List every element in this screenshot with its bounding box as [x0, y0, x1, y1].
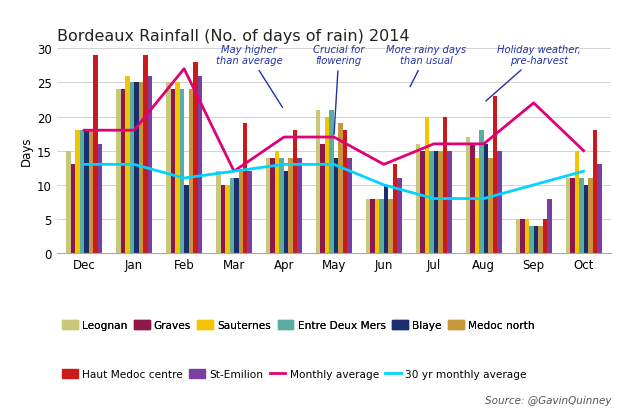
Bar: [470, 144, 475, 254]
Bar: [84, 131, 89, 254]
Bar: [366, 199, 370, 254]
Legend: Haut Medoc centre, St-Emilion, Monthly average, 30 yr monthly average: Haut Medoc centre, St-Emilion, Monthly a…: [62, 369, 527, 379]
Bar: [497, 151, 501, 254]
Bar: [520, 220, 525, 254]
Bar: [270, 158, 275, 254]
Bar: [93, 56, 98, 254]
Bar: [166, 83, 171, 254]
Bar: [130, 83, 134, 254]
Bar: [443, 117, 447, 254]
Bar: [429, 151, 434, 254]
Bar: [529, 226, 534, 254]
Text: Crucial for
flowering: Crucial for flowering: [313, 45, 365, 135]
Text: Bordeaux Rainfall (No. of days of rain) 2014: Bordeaux Rainfall (No. of days of rain) …: [57, 29, 410, 44]
Text: Source: @GavinQuinney: Source: @GavinQuinney: [484, 395, 611, 405]
Bar: [120, 90, 125, 254]
Bar: [538, 226, 542, 254]
Bar: [379, 199, 384, 254]
Bar: [243, 124, 248, 254]
Bar: [116, 90, 120, 254]
Bar: [488, 158, 493, 254]
Bar: [347, 158, 352, 254]
Bar: [325, 117, 329, 254]
Bar: [216, 172, 220, 254]
Bar: [71, 165, 75, 254]
Bar: [175, 83, 180, 254]
Bar: [275, 151, 280, 254]
Bar: [398, 179, 402, 254]
Bar: [583, 185, 588, 254]
Bar: [447, 151, 452, 254]
Bar: [343, 131, 347, 254]
Bar: [466, 138, 470, 254]
Bar: [475, 158, 479, 254]
Bar: [434, 151, 438, 254]
Bar: [370, 199, 375, 254]
Bar: [593, 131, 597, 254]
Bar: [75, 131, 79, 254]
Bar: [597, 165, 602, 254]
Bar: [289, 158, 293, 254]
Bar: [293, 131, 297, 254]
Legend: Leognan, Graves, Sauternes, Entre Deux Mers, Blaye, Medoc north: Leognan, Graves, Sauternes, Entre Deux M…: [62, 320, 534, 330]
Bar: [89, 131, 93, 254]
Bar: [229, 179, 234, 254]
Bar: [321, 144, 325, 254]
Bar: [534, 226, 538, 254]
Y-axis label: Days: Days: [20, 137, 33, 166]
Bar: [143, 56, 147, 254]
Bar: [66, 151, 71, 254]
Bar: [266, 158, 270, 254]
Bar: [98, 144, 102, 254]
Bar: [338, 124, 343, 254]
Text: May higher
than average: May higher than average: [215, 45, 282, 108]
Bar: [588, 179, 593, 254]
Bar: [316, 110, 321, 254]
Bar: [516, 220, 520, 254]
Bar: [438, 151, 443, 254]
Bar: [125, 76, 130, 254]
Bar: [420, 151, 425, 254]
Bar: [188, 90, 193, 254]
Bar: [493, 97, 497, 254]
Bar: [416, 144, 420, 254]
Bar: [225, 185, 229, 254]
Bar: [566, 179, 570, 254]
Bar: [139, 83, 143, 254]
Bar: [579, 179, 583, 254]
Bar: [284, 172, 289, 254]
Bar: [425, 117, 429, 254]
Bar: [297, 158, 302, 254]
Bar: [479, 131, 484, 254]
Bar: [280, 158, 284, 254]
Bar: [171, 90, 175, 254]
Bar: [384, 185, 388, 254]
Bar: [184, 185, 188, 254]
Bar: [329, 110, 334, 254]
Bar: [525, 220, 529, 254]
Bar: [193, 63, 198, 254]
Bar: [484, 144, 488, 254]
Bar: [542, 220, 547, 254]
Bar: [180, 90, 184, 254]
Bar: [393, 165, 398, 254]
Bar: [239, 172, 243, 254]
Bar: [334, 158, 338, 254]
Bar: [79, 131, 84, 254]
Bar: [248, 172, 252, 254]
Bar: [220, 185, 225, 254]
Bar: [198, 76, 202, 254]
Text: More rainy days
than usual: More rainy days than usual: [386, 45, 466, 88]
Bar: [234, 179, 239, 254]
Bar: [547, 199, 552, 254]
Bar: [147, 76, 152, 254]
Bar: [388, 199, 393, 254]
Bar: [575, 151, 579, 254]
Text: Holiday weather,
pre-harvest: Holiday weather, pre-harvest: [486, 45, 581, 102]
Bar: [570, 179, 575, 254]
Bar: [134, 83, 139, 254]
Bar: [375, 199, 379, 254]
